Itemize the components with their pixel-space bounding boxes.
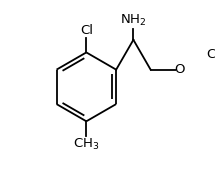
Text: Cl: Cl [80,24,93,37]
Text: CH$_3$: CH$_3$ [73,137,100,152]
Text: CH$_3$: CH$_3$ [206,47,215,63]
Text: NH$_2$: NH$_2$ [120,13,147,28]
Text: O: O [175,63,185,76]
